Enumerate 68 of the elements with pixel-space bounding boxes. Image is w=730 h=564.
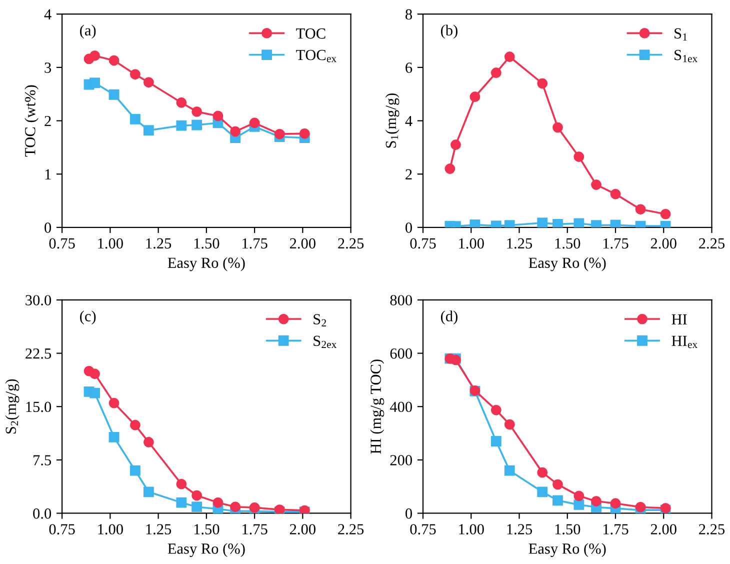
x-tick-label: 0.75 [410,524,436,534]
y-tick-label: 15.0 [26,402,52,412]
y-tick-label: 0.0 [33,508,52,519]
legend-label: TOC [296,28,326,39]
x-tick-label: 1.25 [146,524,172,534]
legend-label: S$_{1}$ [674,28,687,41]
y-tick-label: 0 [44,222,52,233]
legend-label: HI [672,314,687,324]
legend-label: S$_{1ex}$ [674,50,698,62]
x-tick-label: 2.00 [290,238,316,249]
x-tick-label: 2.00 [290,524,316,534]
x-tick-label: 1.00 [98,238,123,249]
y-tick-label: 22.5 [26,348,52,359]
y-tick-label: 3 [44,62,52,73]
x-tick-label: 0.75 [49,238,75,249]
x-tick-label: 1.00 [98,524,123,534]
y-tick-label: 7.5 [34,455,52,466]
y-tick-label: 800 [390,295,412,306]
x-tick-label: 1.25 [507,524,532,534]
y-tick-label: 400 [390,402,412,412]
legend-label: S$_{2ex}$ [314,336,337,348]
annotation: (a) [80,24,96,39]
legend-label: TOC$_{ex}$ [296,50,336,62]
x-tick-label: 1.50 [555,238,580,249]
x-axis-title: Easy Ro (%) [168,543,245,557]
x-tick-label: 1.75 [603,524,628,534]
y-tick-label: 0 [406,508,412,519]
y-tick-label: 200 [390,455,412,466]
x-axis-title: Easy Ro (%) [528,543,606,557]
y-axis-title: S$_{2}$(mg/g) [5,379,20,434]
x-tick-label: 2.00 [650,524,676,534]
x-tick-label: 2.25 [699,238,725,249]
y-axis-title: TOC (wt%) [24,85,38,157]
x-tick-label: 2.00 [650,238,676,249]
annotation: (c) [80,310,96,324]
x-tick-label: 1.25 [507,238,532,249]
y-axis-title: S$_{1}$(mg/g) [385,93,400,148]
legend-label: S$_{2}$ [314,314,326,326]
x-tick-label: 1.75 [242,238,268,249]
y-axis-title: HI (mg/g TOC) [370,360,384,454]
x-axis-title: Easy Ro (%) [168,257,245,272]
x-tick-label: 2.25 [338,524,364,534]
legend-label: HI$_{ex}$ [672,336,698,348]
x-tick-label: 1.25 [146,238,172,249]
y-tick-label: 8 [406,9,412,20]
x-tick-label: 0.75 [49,524,75,534]
y-tick-label: 6 [406,62,412,73]
x-tick-label: 1.50 [194,238,220,249]
x-tick-label: 1.50 [555,524,580,534]
y-tick-label: 30.0 [26,295,52,306]
annotation: (b) [440,24,458,39]
y-tick-label: 1 [45,169,51,180]
y-tick-label: 4 [44,9,52,20]
y-tick-label: 2 [44,116,51,126]
annotation: (d) [440,310,458,324]
x-tick-label: 1.00 [459,524,484,534]
y-tick-label: 600 [390,348,412,359]
x-tick-label: 2.25 [338,238,364,249]
x-tick-label: 1.75 [242,524,268,534]
x-tick-label: 0.75 [410,238,436,249]
x-tick-label: 1.75 [603,238,628,249]
x-tick-label: 1.00 [459,238,484,249]
x-axis-title: Easy Ro (%) [528,257,606,272]
x-tick-label: 1.50 [194,524,220,534]
y-tick-label: 2 [406,169,412,180]
y-tick-label: 0 [406,222,412,233]
x-tick-label: 2.25 [699,524,725,534]
y-tick-label: 4 [405,116,412,126]
